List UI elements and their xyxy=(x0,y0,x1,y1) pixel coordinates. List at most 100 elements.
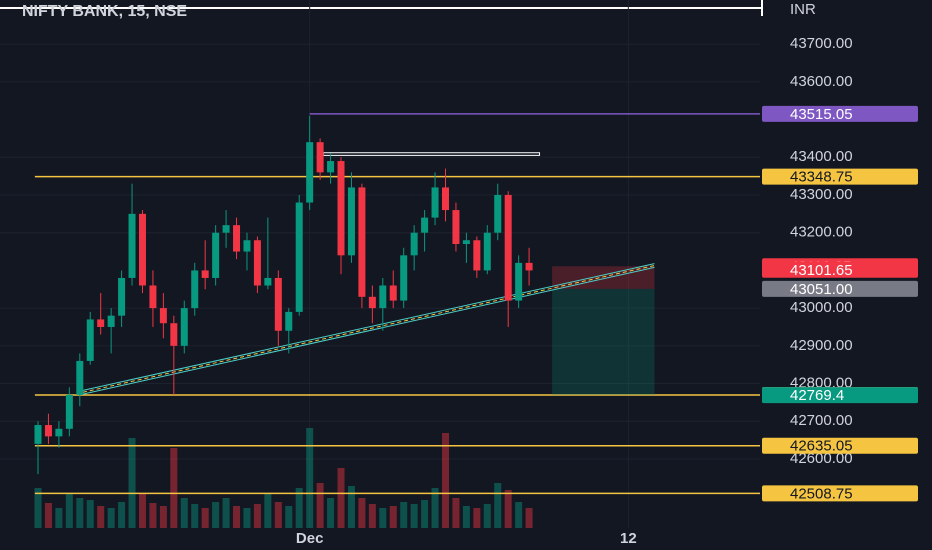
volume-bar xyxy=(55,508,63,528)
volume-bar xyxy=(358,498,366,528)
trendline xyxy=(82,263,655,391)
candle-body xyxy=(421,217,429,233)
volume-bar xyxy=(306,428,314,528)
candle-body xyxy=(222,225,230,233)
volume-bar xyxy=(515,502,523,528)
candle-body xyxy=(149,285,157,309)
price-badge xyxy=(762,261,918,278)
volume-bar xyxy=(191,504,199,528)
y-tick-label: 42900.00 xyxy=(790,337,853,354)
volume-bar xyxy=(222,498,230,528)
volume-bar xyxy=(285,506,293,528)
volume-bar xyxy=(274,502,282,528)
candle-body xyxy=(431,187,439,218)
volume-bar xyxy=(368,504,376,528)
candle-body xyxy=(515,262,523,301)
candle-body xyxy=(347,187,355,256)
price-badge-label: 42508.75 xyxy=(790,485,853,502)
volume-bar xyxy=(159,506,167,528)
volume-bar xyxy=(389,506,397,528)
price-badge xyxy=(762,168,918,185)
candle-body xyxy=(159,308,167,324)
price-badge-label: 43051.00 xyxy=(790,281,853,298)
candle-body xyxy=(494,194,502,233)
candle-body xyxy=(201,270,209,278)
candle-body xyxy=(34,425,42,444)
candle-body xyxy=(191,270,199,309)
candle-body xyxy=(379,285,387,309)
candle-body xyxy=(452,210,460,245)
volume-bar xyxy=(431,488,439,528)
volume-bar xyxy=(86,500,94,528)
candle-body xyxy=(441,187,449,211)
candle-body xyxy=(107,315,115,327)
price-badge xyxy=(762,437,918,454)
volume-bar xyxy=(462,506,470,528)
candle-body xyxy=(86,319,94,361)
volume-bar xyxy=(201,508,209,528)
candle-body xyxy=(368,296,376,309)
currency: INR xyxy=(790,1,816,18)
volume-bar xyxy=(504,490,512,528)
candle-body xyxy=(389,285,397,301)
candle-body xyxy=(55,428,63,437)
trendline xyxy=(82,266,655,395)
volume-bar xyxy=(149,503,157,528)
chart-title: NIFTY BANK, 15, NSE xyxy=(22,3,187,20)
x-tick-label: 12 xyxy=(620,530,637,547)
volume-bar xyxy=(97,506,105,528)
candle-body xyxy=(274,277,282,331)
candle-body xyxy=(253,240,261,286)
volume-bar xyxy=(264,493,272,528)
price-badge-label: 43348.75 xyxy=(790,169,853,186)
candle-body xyxy=(76,360,84,395)
price-badge-label: 43515.05 xyxy=(790,106,853,123)
candle-body xyxy=(285,311,293,331)
volume-bar xyxy=(44,503,52,528)
volume-bar xyxy=(107,508,115,528)
candle-body xyxy=(473,240,481,271)
candle-body xyxy=(358,187,366,297)
stop-zone xyxy=(552,266,655,289)
candle-body xyxy=(180,308,188,346)
volume-bar xyxy=(452,498,460,528)
volume-bar xyxy=(243,508,251,528)
candle-body xyxy=(327,161,335,173)
candle-body xyxy=(316,142,324,173)
candle-body xyxy=(400,255,408,301)
volume-bar xyxy=(316,483,324,528)
candle-body xyxy=(97,319,105,327)
candle-body xyxy=(295,202,303,312)
candle-body xyxy=(44,425,52,437)
y-tick-label: 43400.00 xyxy=(790,148,853,165)
y-tick-label: 42700.00 xyxy=(790,412,853,429)
volume-bar xyxy=(525,508,533,528)
candle-body xyxy=(128,213,136,278)
volume-bar xyxy=(180,498,188,528)
volume-bar xyxy=(118,502,126,528)
candle-body xyxy=(410,232,418,256)
candle-body xyxy=(504,194,512,301)
volume-bar xyxy=(347,486,355,528)
y-tick-label: 43000.00 xyxy=(790,299,853,316)
candle-body xyxy=(243,240,251,252)
price-badge xyxy=(762,105,918,122)
y-tick-label: 43200.00 xyxy=(790,224,853,241)
candle-body xyxy=(337,161,345,256)
volume-bar xyxy=(253,504,261,528)
x-tick-label: Dec xyxy=(296,530,324,547)
price-badge-label: 43101.65 xyxy=(790,262,853,279)
volume-bar xyxy=(400,502,408,528)
price-badge xyxy=(762,280,918,297)
volume-bar xyxy=(483,504,491,528)
price-badge xyxy=(762,485,918,502)
candle-body xyxy=(525,262,533,271)
candle-body xyxy=(138,213,146,286)
volume-bar xyxy=(473,508,481,528)
volume-bar xyxy=(327,498,335,528)
volume-bar xyxy=(337,468,345,528)
candle-body xyxy=(65,394,73,429)
candle-body xyxy=(462,240,470,245)
volume-bar xyxy=(170,448,178,528)
